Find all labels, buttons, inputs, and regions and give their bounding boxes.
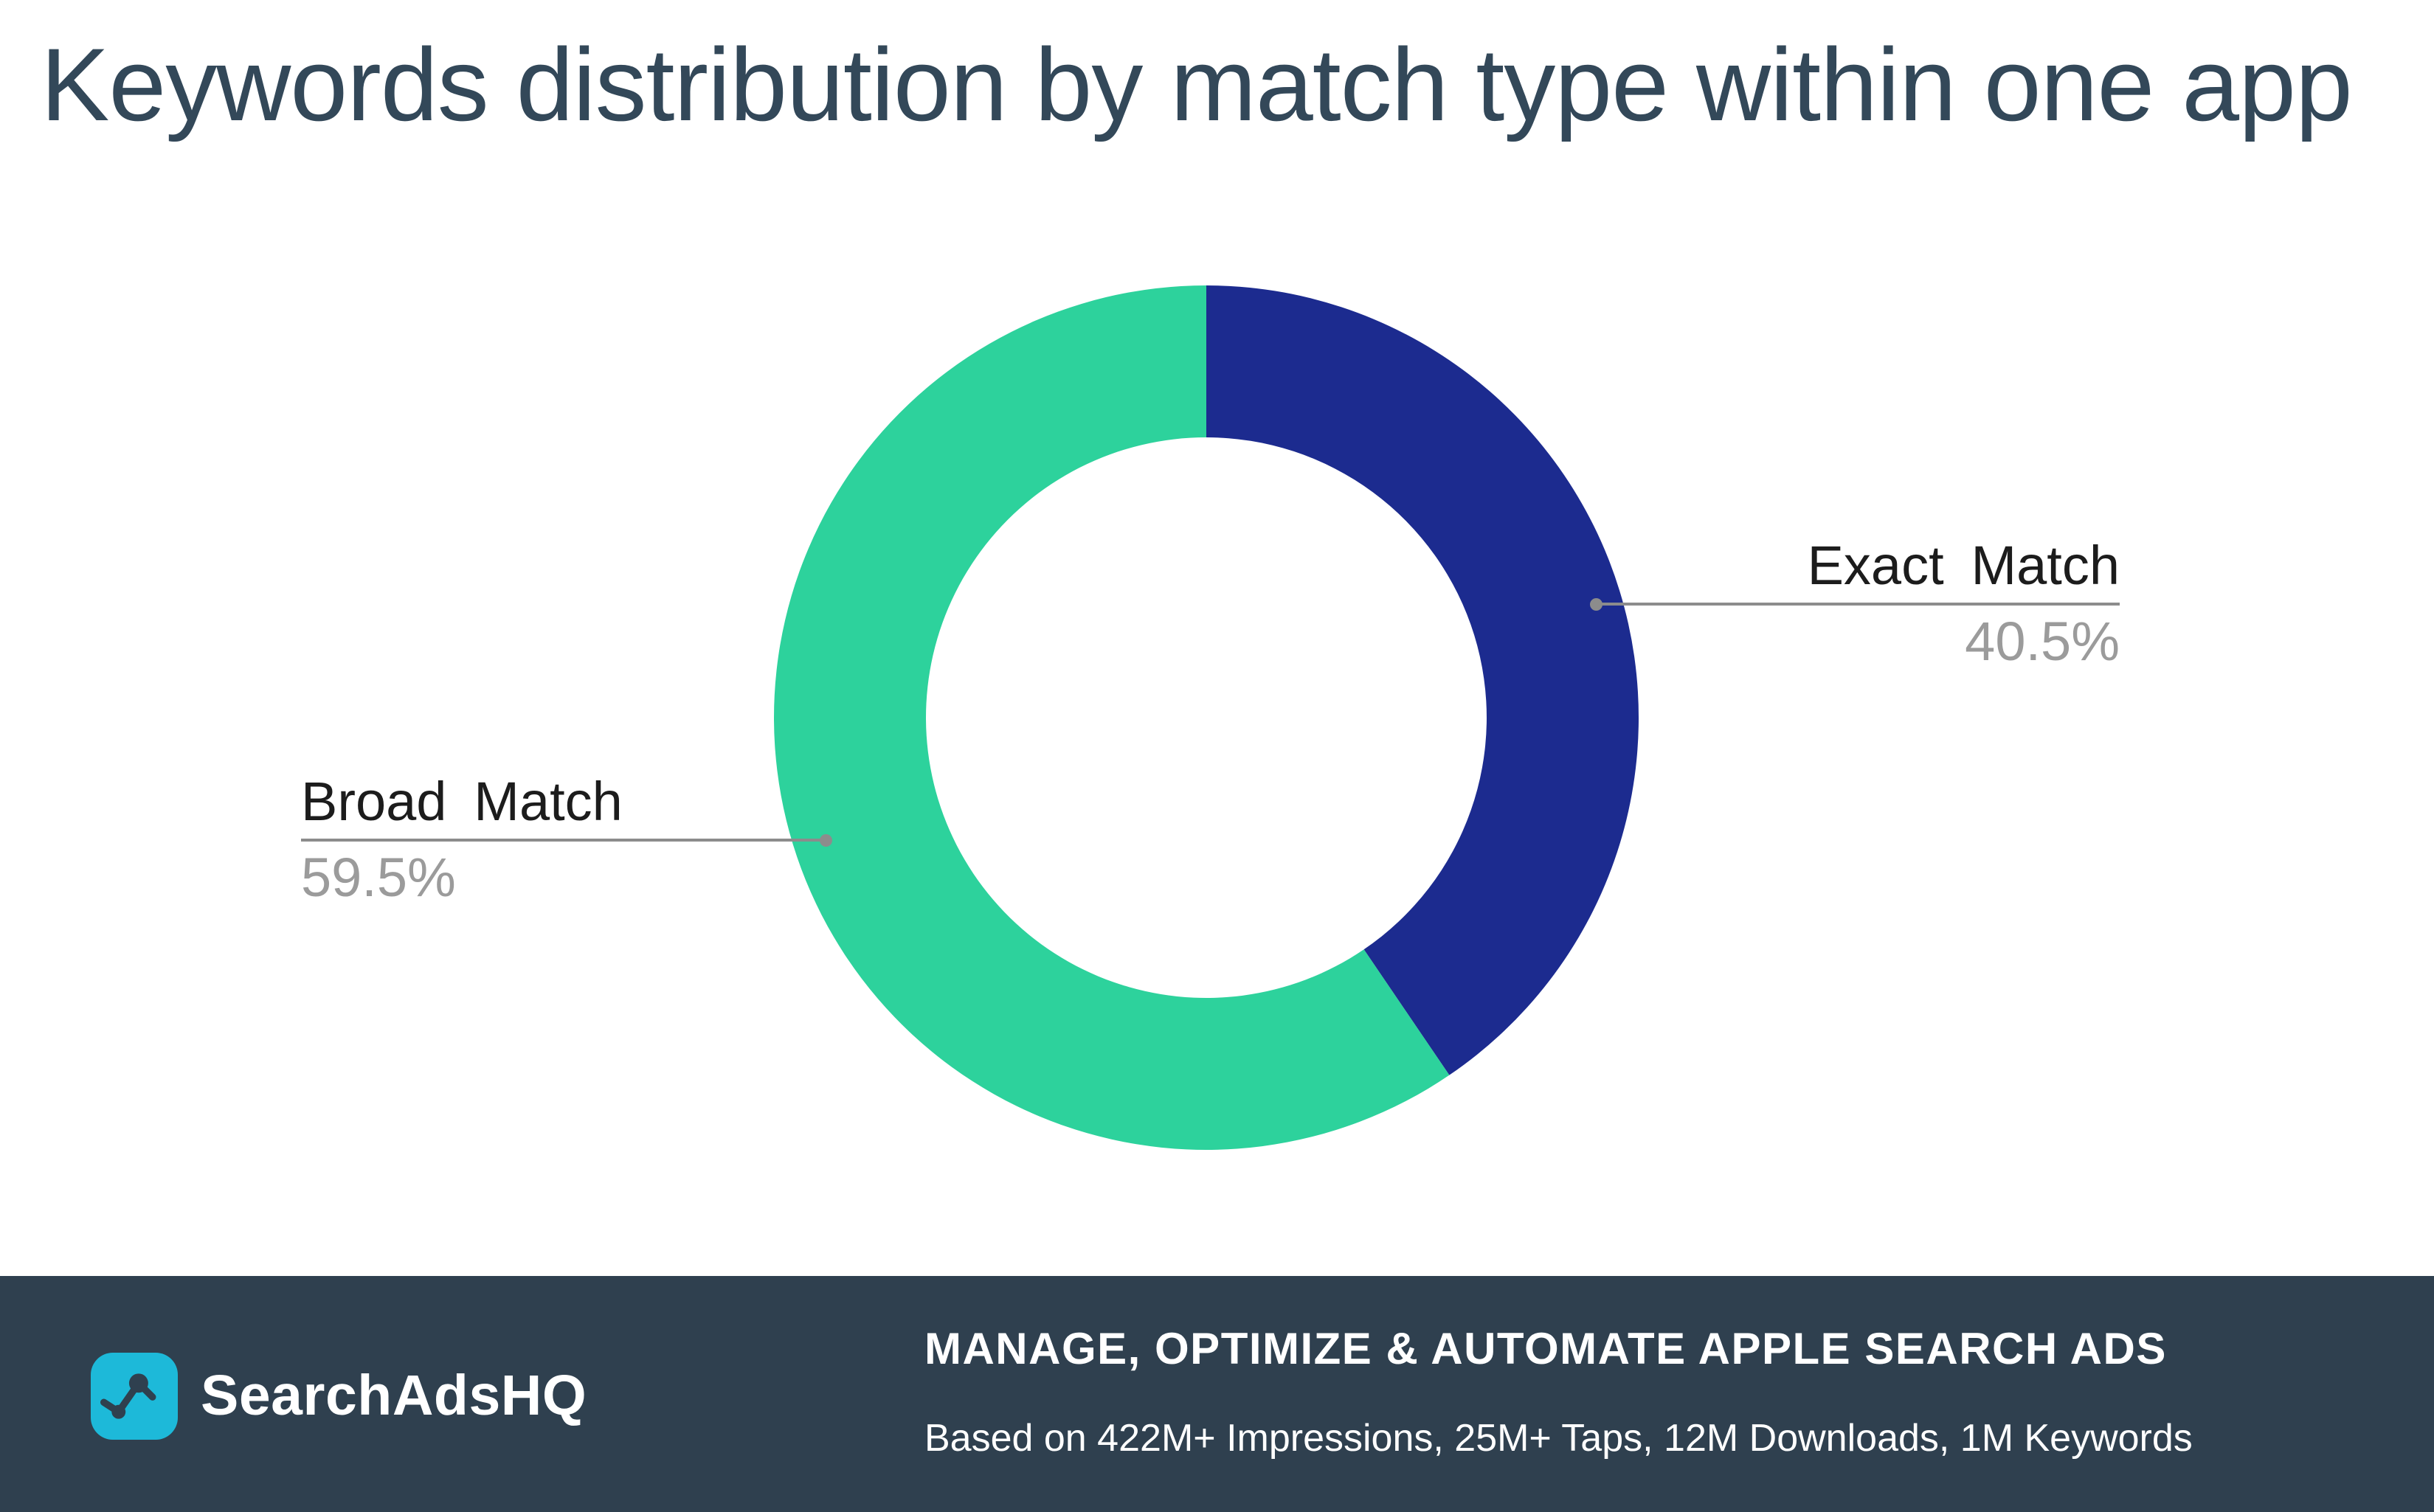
donut-chart-svg bbox=[773, 285, 1639, 1150]
exact-match-anchor-dot bbox=[1590, 598, 1603, 611]
page-title: Keywords distribution by match type with… bbox=[41, 27, 2353, 142]
broad-match-leader-line bbox=[301, 834, 832, 847]
broad-match-percentage: 59.5% bbox=[301, 847, 456, 909]
brand-logo bbox=[91, 1353, 178, 1440]
footer-bar: SearchAdsHQ MANAGE, OPTIMIZE & AUTOMATE … bbox=[0, 1276, 2434, 1512]
callout-exact-match: Exact Match 40.5% bbox=[1590, 535, 2120, 673]
donut-slice-broad-match bbox=[773, 285, 1450, 1150]
exact-match-label: Exact Match bbox=[1807, 535, 2120, 596]
brand-name: SearchAdsHQ bbox=[201, 1364, 587, 1427]
exact-match-percentage: 40.5% bbox=[1965, 611, 2120, 673]
broad-match-label: Broad Match bbox=[301, 771, 623, 832]
callout-broad-match: Broad Match 59.5% bbox=[301, 771, 832, 909]
footer-tagline: MANAGE, OPTIMIZE & AUTOMATE APPLE SEARCH… bbox=[924, 1324, 2167, 1373]
footer-subline: Based on 422M+ Impressions, 25M+ Taps, 1… bbox=[924, 1417, 2193, 1460]
donut-chart bbox=[773, 285, 1639, 1150]
line-chart-icon bbox=[100, 1373, 156, 1419]
donut-slice-exact-match bbox=[1206, 285, 1639, 1075]
broad-match-anchor-dot bbox=[820, 834, 832, 847]
exact-match-leader-line bbox=[1590, 598, 2120, 611]
